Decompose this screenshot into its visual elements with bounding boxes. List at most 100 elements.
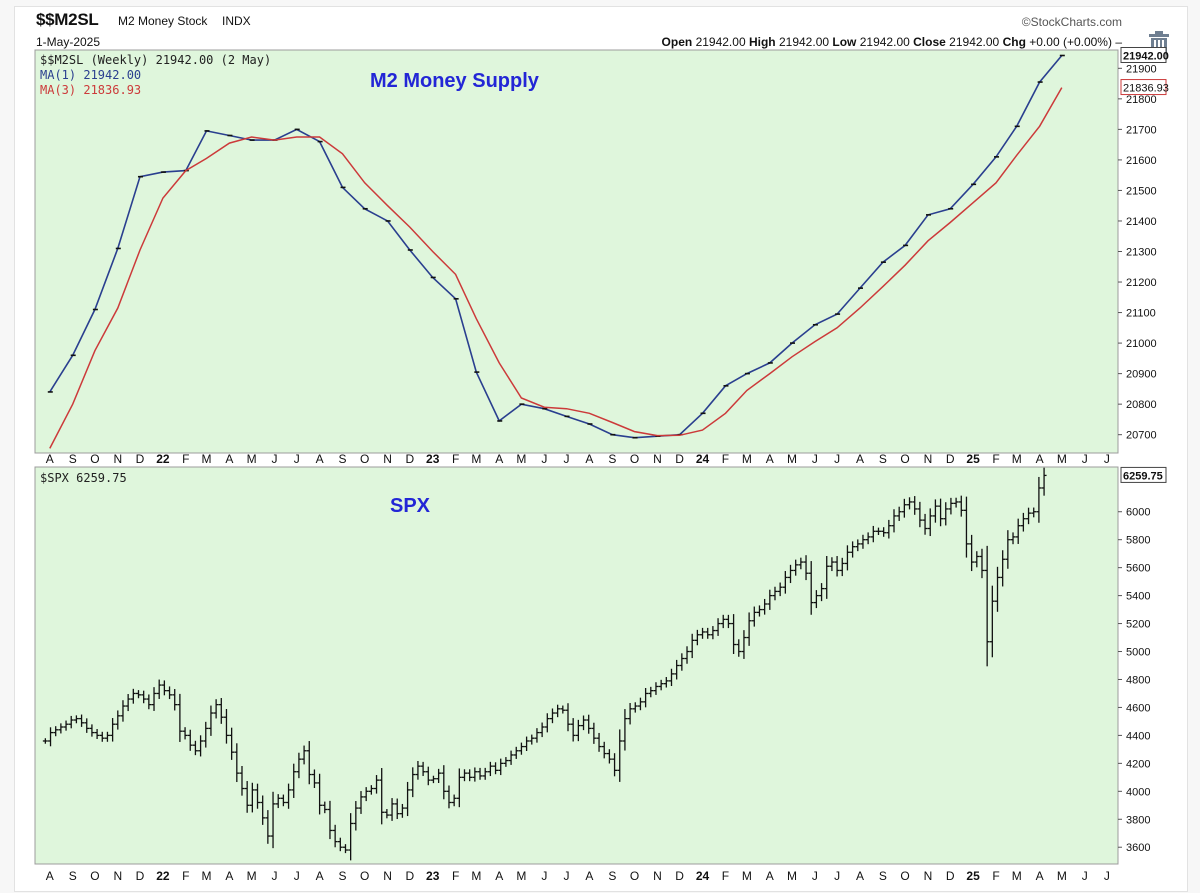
spx-ohlc-bar	[844, 545, 850, 571]
x-tick-label: A	[1036, 869, 1044, 883]
x-tick-label: M	[516, 869, 526, 883]
spx-ohlc-bar	[751, 606, 757, 627]
spx-ohlc-bar	[855, 539, 861, 552]
spx-ohlc-bar	[482, 767, 488, 780]
spx-ohlc-bar	[358, 791, 364, 814]
spx-ohlc-bar	[58, 723, 64, 734]
x-tick-label: 22	[156, 869, 170, 883]
x-tick-label: M	[471, 869, 481, 883]
x-tick-label: D	[675, 452, 684, 466]
x-tick-label: O	[630, 452, 639, 466]
m2-ma3-line	[49, 87, 1063, 449]
spx-ohlc-bar	[834, 556, 840, 577]
spx-ohlc-bar	[1041, 467, 1047, 496]
spx-ohlc-bar	[317, 773, 323, 815]
open-label: Open	[661, 35, 693, 49]
x-tick-label: M	[202, 869, 212, 883]
x-tick-label: 24	[696, 869, 710, 883]
spx-ohlc-bar	[420, 761, 426, 777]
spx-ohlc-bar	[249, 782, 255, 813]
x-tick-label: N	[383, 452, 392, 466]
spx-ohlc-bar	[456, 768, 462, 808]
spx-ohlc-bar	[539, 722, 545, 738]
m2-last-value-label: 21942.00	[1123, 50, 1169, 62]
spx-ohlc-bar	[596, 732, 602, 752]
m2-y-tick-label: 21400	[1126, 216, 1157, 228]
spx-ohlc-bar	[570, 718, 576, 742]
x-tick-label: M	[742, 869, 752, 883]
spx-ohlc-bar	[84, 718, 90, 733]
spx-ohlc-bar	[979, 548, 985, 579]
spx-ohlc-bar	[213, 699, 219, 719]
spx-last-value-label: 6259.75	[1123, 470, 1163, 482]
spx-ohlc-bar	[875, 527, 881, 535]
spx-ohlc-bar	[234, 743, 240, 783]
x-tick-label: D	[946, 869, 955, 883]
spx-y-tick-label: 5200	[1126, 619, 1150, 631]
x-tick-label: A	[225, 869, 233, 883]
x-tick-label: J	[294, 452, 300, 466]
x-tick-label: F	[722, 869, 729, 883]
x-tick-label: F	[722, 452, 729, 466]
x-tick-label: J	[1082, 452, 1088, 466]
spx-ohlc-bar	[348, 813, 354, 861]
m2-legend-ma1: MA(1) 21942.00	[40, 68, 141, 82]
spx-ohlc-bar	[689, 633, 695, 659]
spx-ohlc-bar	[870, 525, 876, 543]
spx-ohlc-bar	[963, 496, 969, 558]
chart-exchange: INDX	[222, 14, 251, 28]
spx-ohlc-bar	[969, 534, 975, 572]
x-tick-label: S	[608, 869, 616, 883]
spx-ohlc-bar	[865, 532, 871, 545]
spx-ohlc-bar	[94, 728, 100, 740]
spx-ohlc-bar	[518, 742, 524, 755]
spx-ohlc-bar	[632, 702, 638, 713]
spx-ohlc-bar	[446, 785, 452, 809]
spx-y-tick-label: 5800	[1126, 535, 1150, 547]
x-tick-label: O	[630, 869, 639, 883]
spx-y-tick-label: 3800	[1126, 814, 1150, 826]
spx-ohlc-bar	[503, 757, 509, 767]
spx-ohlc-bar	[436, 768, 442, 784]
chart-name: M2 Money Stock	[118, 14, 208, 28]
spx-ohlc-bar	[156, 679, 162, 699]
x-tick-label: N	[653, 869, 662, 883]
spx-ohlc-bar	[1036, 476, 1042, 523]
spx-ohlc-bar	[141, 690, 147, 704]
spx-ohlc-bar	[938, 498, 944, 527]
spx-ohlc-bar	[648, 686, 654, 698]
spx-ohlc-bar	[441, 765, 447, 800]
m2-y-tick-label: 21900	[1126, 63, 1157, 75]
spx-ohlc-bar	[472, 767, 478, 782]
x-tick-label: M	[742, 452, 752, 466]
spx-ohlc-bar	[275, 794, 281, 809]
x-tick-label: 25	[966, 452, 980, 466]
spx-ohlc-bar	[529, 734, 535, 745]
m2-last-value-box	[1120, 46, 1167, 63]
spx-ohlc-bar	[306, 741, 312, 785]
low-value: 21942.00	[859, 35, 910, 49]
spx-ohlc-bar	[1031, 507, 1037, 518]
spx-ohlc-bar	[1020, 512, 1026, 532]
spx-ohlc-bar	[524, 736, 530, 751]
x-tick-label: J	[812, 452, 818, 466]
x-tick-label: M	[787, 869, 797, 883]
x-tick-label: A	[766, 869, 774, 883]
spx-ohlc-bar	[177, 693, 183, 742]
x-tick-label: 25	[966, 869, 980, 883]
spx-ohlc-bar	[927, 508, 933, 537]
spx-ohlc-bar	[99, 731, 105, 742]
spx-ohlc-bar	[989, 585, 995, 658]
spx-ohlc-bar	[586, 714, 592, 734]
spx-y-tick-label: 4000	[1126, 786, 1150, 798]
x-axis-bottom-panel: A S O N D 22 F M A M J J A S O N D 23 F M A M J J A S O N D 24 F M A M J J A…	[46, 869, 1110, 883]
spx-ohlc-bar	[430, 775, 436, 784]
x-tick-label: M	[202, 452, 212, 466]
x-tick-label: N	[113, 869, 122, 883]
spx-ohlc-bar	[172, 689, 178, 711]
m2-ma1-line	[49, 54, 1063, 439]
spx-ohlc-bar	[389, 798, 395, 821]
x-tick-label: O	[90, 452, 99, 466]
spx-ohlc-bar	[1026, 507, 1032, 525]
spx-ohlc-bar	[363, 787, 369, 802]
